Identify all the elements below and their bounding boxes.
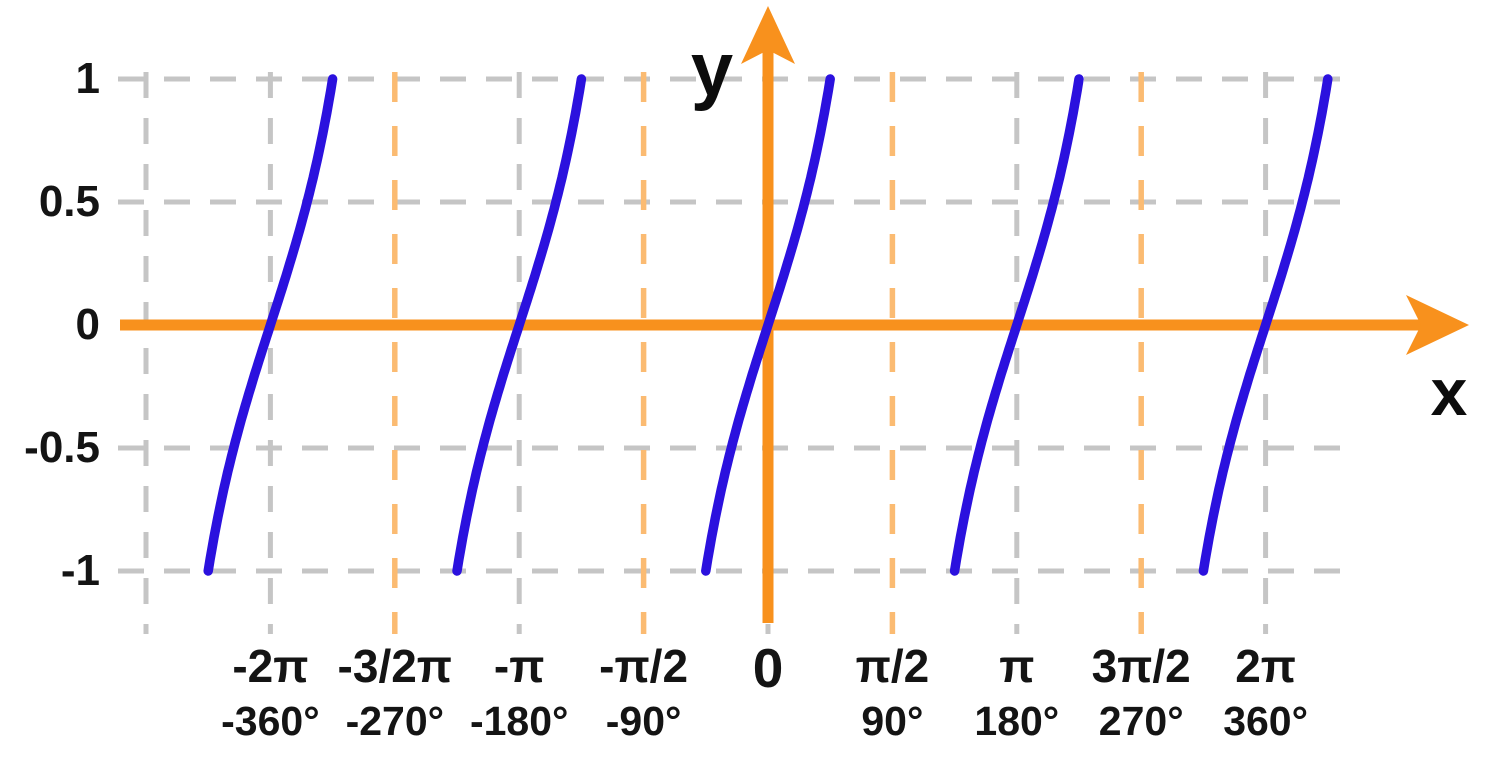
x-tick-deg-neg270: -270° [345, 698, 445, 744]
x-axis-arrowhead-icon [1406, 295, 1469, 355]
x-tick-rad-pi_2: π/2 [855, 640, 930, 692]
x-tick-rad-2pi: 2π [1235, 640, 1296, 692]
tangent-branch-curve [701, 74, 835, 576]
y-tick-0_5: 0.5 [38, 177, 100, 226]
x-tick-rad-neg2pi: -2π [232, 640, 309, 692]
x-axis-label: x [1430, 355, 1468, 429]
x-tick-deg-neg180: -180° [469, 698, 569, 744]
tangent-branch-curve [1198, 74, 1333, 576]
y-axis-label: y [690, 27, 734, 112]
x-tick-rad-zero: 0 [752, 637, 784, 699]
y-tick-1: 1 [75, 54, 100, 103]
x-tick-deg-neg360: -360° [221, 698, 320, 744]
tangent-branch-curve [949, 74, 1084, 576]
x-tick-rad-neg3_2pi: -3/2π [337, 640, 453, 692]
x-tick-rad-negpi: -π [493, 640, 545, 692]
y-tick-neg0_5: -0.5 [24, 423, 100, 472]
x-tick-deg-360: 360° [1223, 698, 1308, 744]
y-axis-arrowhead-icon [741, 6, 795, 64]
tangent-branch-curve [452, 74, 587, 576]
y-tick-0: 0 [75, 300, 100, 349]
x-tick-deg-180: 180° [974, 698, 1060, 744]
tangent-branch-curve [203, 74, 338, 576]
y-tick-neg1: -1 [60, 546, 100, 595]
x-tick-deg-90: 90° [861, 698, 924, 744]
x-tick-deg-neg90: -90° [605, 698, 682, 744]
x-tick-rad-3pi_2: 3π/2 [1091, 640, 1191, 692]
x-tick-rad-negpi_2: -π/2 [599, 640, 689, 692]
x-tick-rad-pi: π [999, 640, 1035, 692]
x-tick-deg-270: 270° [1098, 698, 1184, 744]
